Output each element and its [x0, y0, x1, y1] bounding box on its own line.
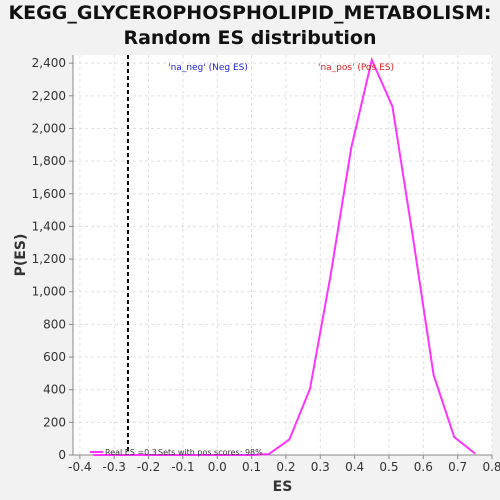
x-tick-label: 0.6: [414, 460, 433, 474]
y-tick-label: 1,800: [32, 154, 66, 168]
chart-title-line-1: KEGG_GLYCEROPHOSPHOLIPID_METABOLISM:: [8, 2, 492, 24]
x-tick-label: 0.2: [276, 460, 295, 474]
data-point: [309, 388, 311, 390]
data-point: [250, 454, 253, 456]
x-tick-label: -0.4: [68, 460, 91, 474]
x-tick-label: 0.3: [311, 460, 330, 474]
data-point: [216, 454, 219, 456]
data-point: [175, 454, 177, 456]
data-point: [237, 454, 239, 456]
y-tick-label: 1,000: [32, 285, 66, 299]
x-tick-label: -0.3: [103, 460, 126, 474]
y-tick-label: 800: [43, 317, 66, 331]
y-tick-label: 0: [58, 448, 66, 462]
grid-layer: [73, 55, 493, 456]
data-point: [474, 452, 476, 455]
x-tick-label: 0.0: [208, 460, 227, 474]
data-point: [329, 274, 332, 277]
y-tick-label: 1,600: [32, 187, 66, 201]
data-point: [288, 438, 291, 441]
plot-area: [73, 55, 492, 455]
real-es-label: Real ES =0.3: [105, 448, 157, 457]
data-point: [113, 454, 116, 456]
y-tick-label: 2,200: [32, 89, 66, 103]
x-tick-label: 0.7: [448, 460, 467, 474]
data-point: [350, 147, 352, 149]
data-point: [412, 237, 414, 239]
data-point: [154, 454, 157, 456]
bottom-legend: Real ES =0.3 Sets with pos scores: 98%: [90, 448, 263, 457]
x-tick-label: 0.4: [345, 460, 364, 474]
data-point: [432, 374, 435, 376]
y-tick-label: 2,400: [32, 56, 66, 70]
x-tick-label: -0.1: [171, 460, 194, 474]
y-tick-label: 200: [43, 415, 66, 429]
y-tick-label: 400: [43, 383, 66, 397]
data-point: [370, 59, 373, 61]
data-point: [195, 454, 198, 456]
y-tick-label: 2,000: [32, 121, 66, 135]
x-tick-label: -0.2: [137, 460, 160, 474]
series-line: [93, 56, 476, 456]
data-point: [391, 105, 394, 108]
data-point: [134, 454, 136, 456]
x-tick-label: 0.8: [482, 460, 500, 474]
y-tick-label: 600: [43, 350, 66, 364]
data-point: [453, 436, 456, 438]
y-tick-label: 1,200: [32, 252, 66, 266]
y-axis-label: P(ES): [13, 234, 29, 277]
pos-es-label: 'na_pos' (Pos ES): [318, 63, 394, 73]
x-tick-label: 0.1: [242, 460, 261, 474]
pos-scores-label: Sets with pos scores: 98%: [158, 448, 263, 457]
x-tick-label: 0.5: [379, 460, 398, 474]
data-point: [92, 454, 95, 456]
data-point: [267, 453, 270, 455]
axes-layer: -0.4 -0.3 -0.2 -0.1 0.0 0.1 0.2 0.3 0.4 0.5 0.6 0.7…: [32, 55, 500, 474]
marks-layer: [92, 55, 476, 456]
x-axis-label: ES: [273, 479, 293, 495]
chart-title-line-2: Random ES distribution: [123, 27, 377, 49]
y-tick-label: 1,400: [32, 219, 66, 233]
neg-es-label: 'na_neg' (Neg ES): [168, 63, 248, 73]
